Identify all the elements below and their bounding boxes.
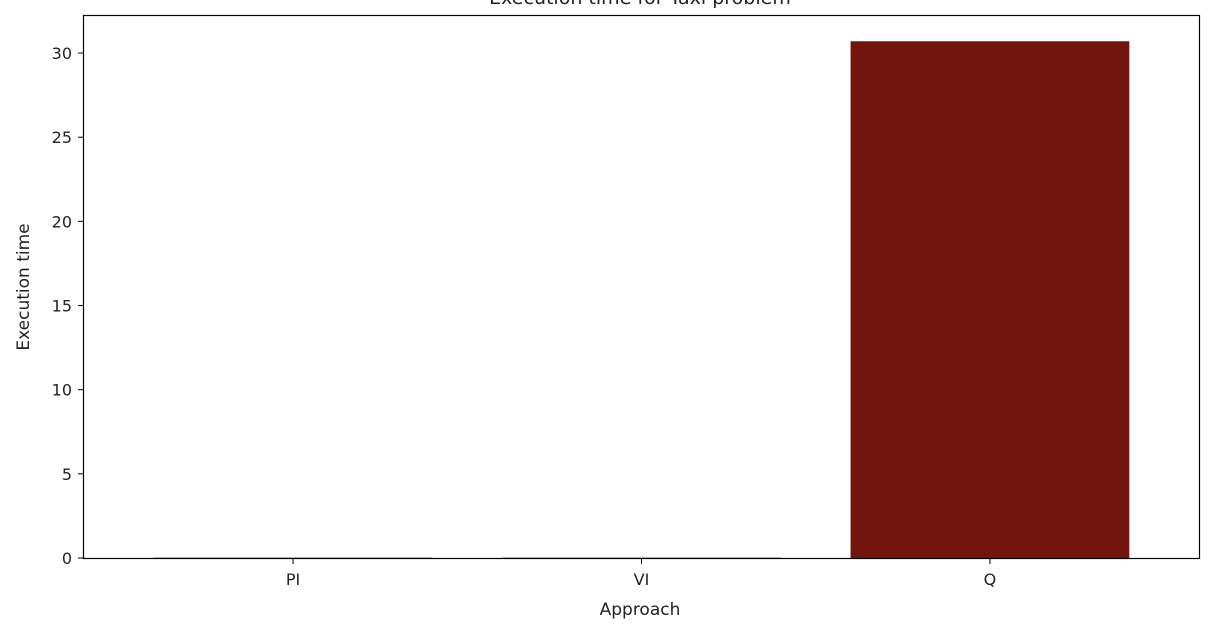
y-axis-label: Execution time [14,223,34,350]
y-tick-label: 20 [52,212,72,231]
x-axis-label: Approach [600,600,681,620]
bars-group [153,41,1130,558]
y-tick-label: 0 [62,549,72,568]
y-tick-label: 10 [52,381,72,400]
chart-title: Execution time for Taxi problem [489,0,791,9]
y-tick-label: 25 [52,128,72,147]
x-tick-label-vi: VI [634,570,650,589]
x-tick-label-pi: PI [286,570,300,589]
x-axis-ticks: PI VI Q [286,558,996,589]
y-tick-label: 15 [52,297,72,316]
y-tick-label: 5 [62,465,72,484]
y-tick-label: 30 [52,44,72,63]
bar-q [850,41,1130,558]
plot-frame [82,14,1201,560]
y-axis-ticks: 0 5 10 15 20 25 30 [52,44,84,568]
x-tick-label-q: Q [984,570,997,589]
